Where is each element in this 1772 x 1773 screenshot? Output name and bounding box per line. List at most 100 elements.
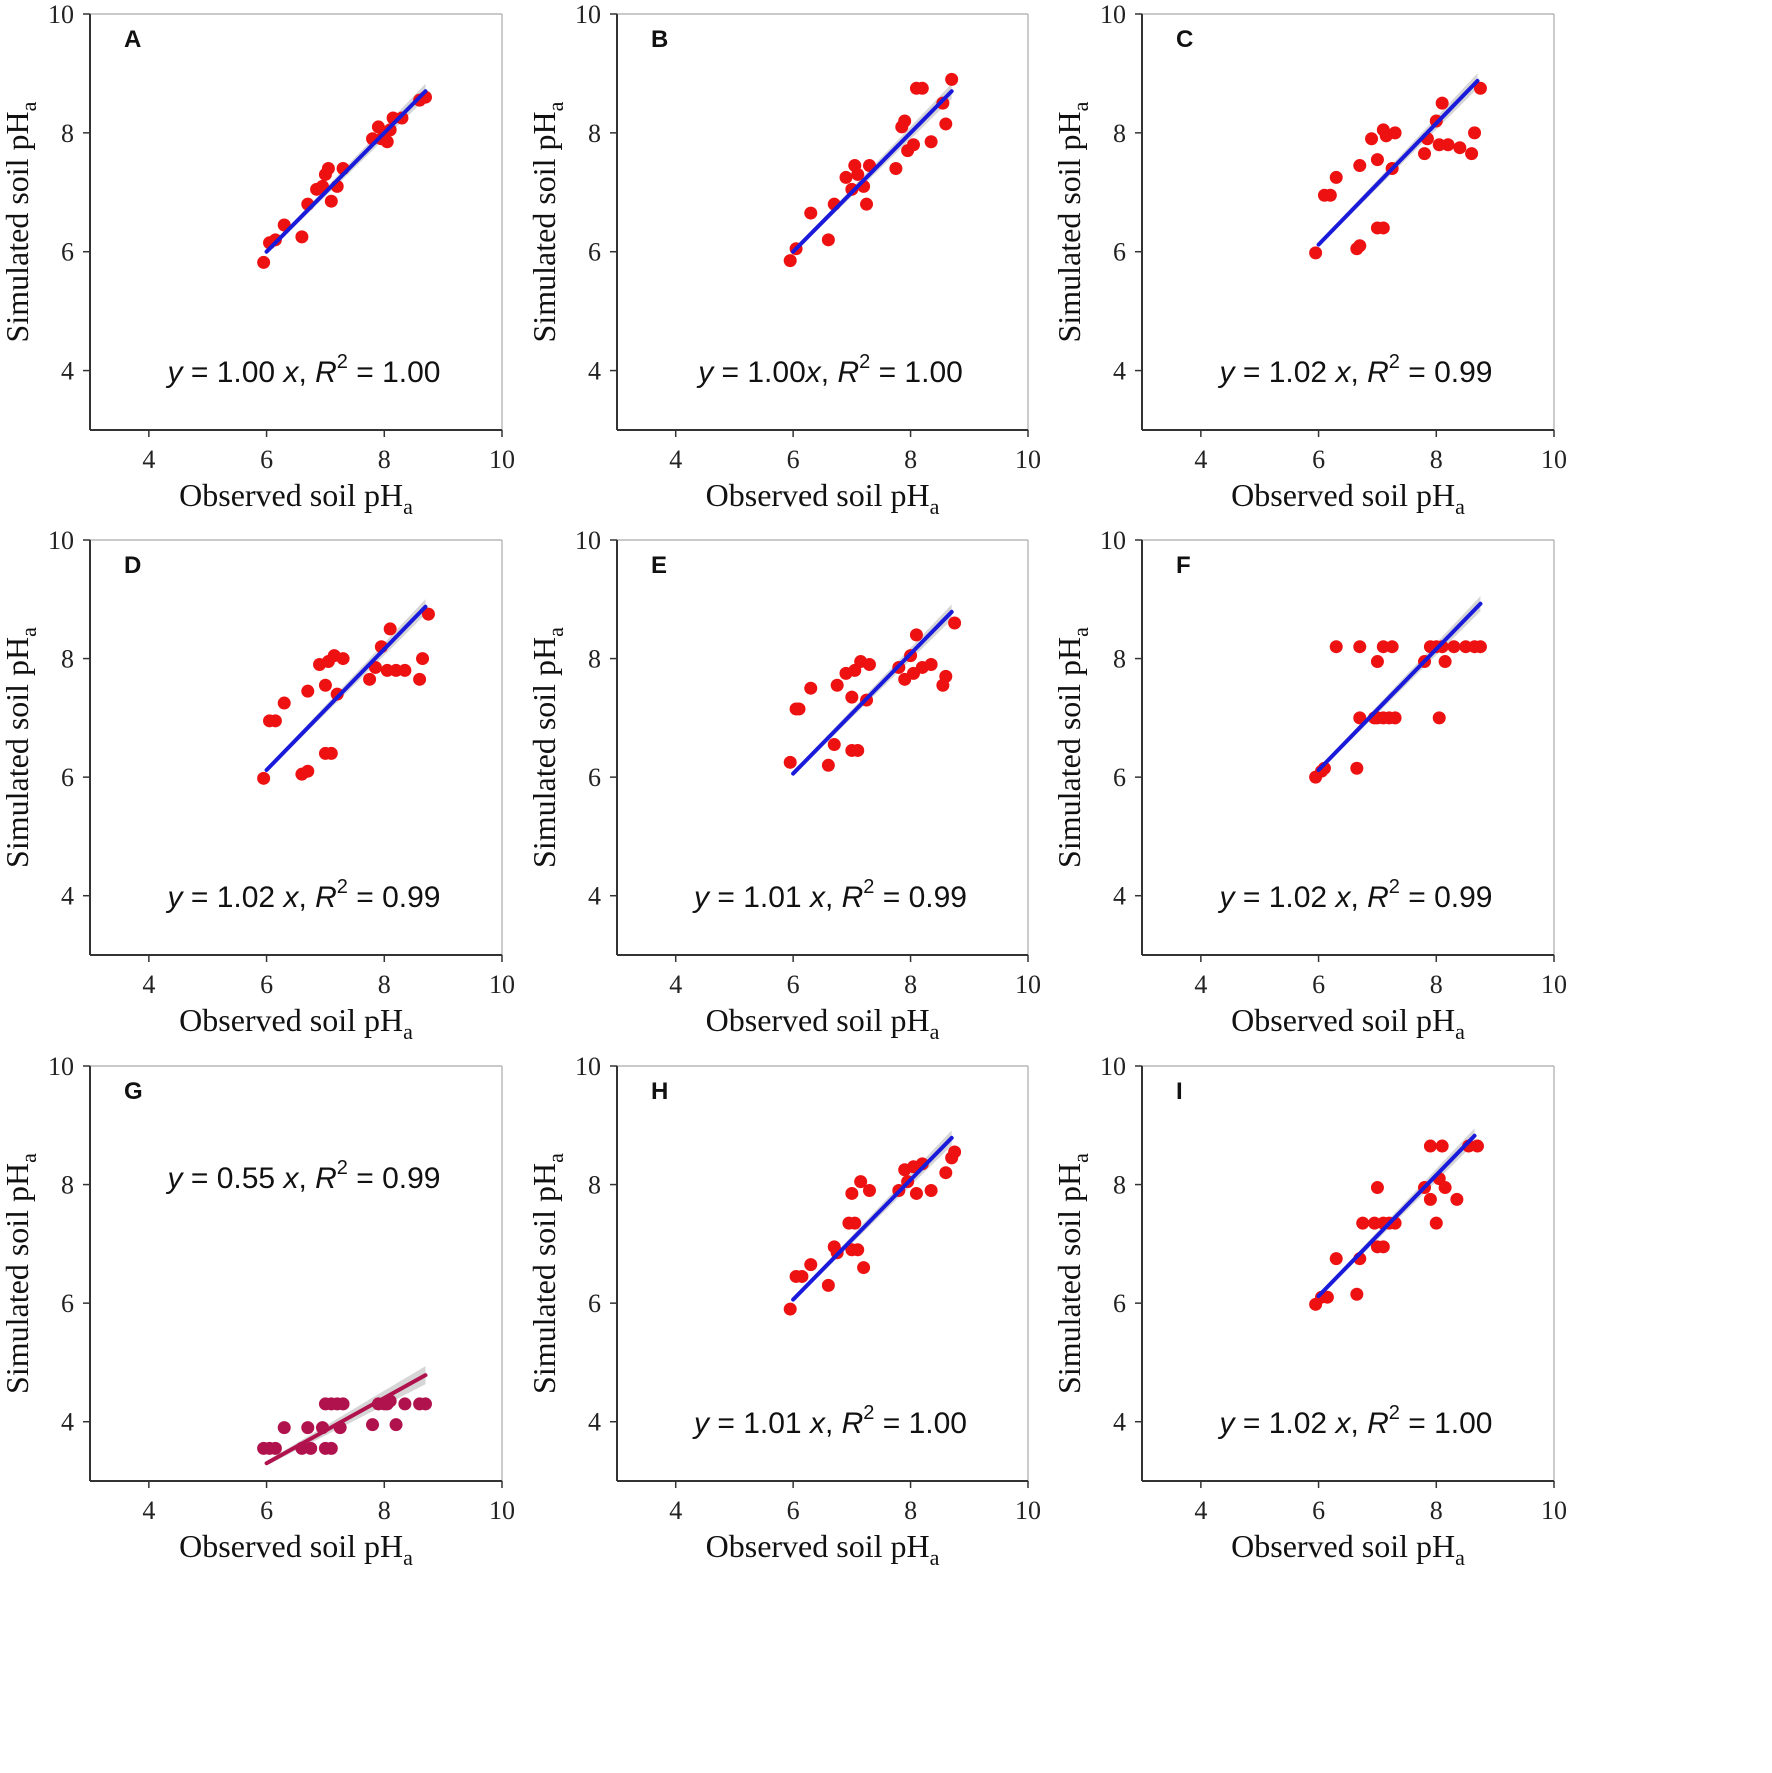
data-point [1441,138,1455,152]
data-point [939,117,953,131]
x-tick-label: 8 [904,1496,917,1525]
x-tick-label: 6 [1312,970,1325,999]
x-axis-label-subscript: a [403,494,413,519]
eq-x: x [808,881,826,914]
eq-slope: = 1.02 [1235,1407,1336,1440]
eq-r-superscript: 2 [1389,876,1400,898]
eq-x: x [281,881,299,914]
eq-slope: = 1.01 [709,881,810,914]
data-point [268,233,282,247]
regression-line [1316,601,1483,773]
y-axis-label: Simulated soil pHa [0,101,41,342]
eq-y: y [1218,1407,1237,1440]
data-point [363,672,377,686]
data-point [948,1145,962,1159]
y-axis-label: Simulated soil pHa [1051,1153,1093,1394]
panel-letter: F [1176,552,1191,579]
eq-r2-value: = 1.00 [1400,1407,1493,1440]
eq-r2-value: = 0.99 [348,881,441,914]
data-point [845,182,859,196]
y-axis-label-text: Simulated soil pH [0,637,35,868]
eq-y: y [166,1162,185,1195]
data-point [380,135,394,149]
data-point [1370,655,1384,669]
eq-y: y [692,1407,711,1440]
x-tick-label: 10 [1541,1496,1567,1525]
x-axis-label-subscript: a [1455,1019,1465,1044]
eq-comma: , [825,881,842,914]
eq-r-superscript: 2 [1389,1402,1400,1424]
y-tick-label: 6 [1113,1289,1126,1318]
x-tick-label: 8 [904,970,917,999]
data-point [1438,1181,1452,1195]
y-axis-label-subscript: a [543,101,568,111]
x-axis-label-subscript: a [930,1545,940,1570]
y-tick-label: 10 [48,526,74,555]
eq-r: R [315,356,337,389]
x-tick-label: 8 [1430,970,1443,999]
data-point [268,1441,282,1455]
regression-line [1316,78,1480,247]
data-point [1353,711,1367,725]
y-tick-label: 4 [1113,357,1126,386]
y-axis-label: Simulated soil pHa [1051,101,1093,342]
x-tick-label: 10 [489,970,515,999]
eq-slope: = 1.02 [1235,881,1336,914]
y-axis-label-text: Simulated soil pH [526,111,562,342]
data-point [1329,170,1343,184]
x-axis-label-text: Observed soil pH [1231,477,1455,513]
x-tick-label: 8 [378,1496,391,1525]
x-tick-label: 6 [787,1496,800,1525]
x-tick-label: 6 [787,970,800,999]
y-tick-label: 8 [1113,119,1126,148]
y-axis-label-text: Simulated soil pH [1051,1163,1087,1394]
regression-line [264,89,428,254]
regression-equation: y = 1.02 x, R2 = 0.99 [1218,351,1493,389]
x-tick-label: 8 [378,970,391,999]
data-point [1370,153,1384,167]
data-point [1450,1192,1464,1206]
y-tick-label: 6 [61,238,74,267]
y-tick-label: 6 [1113,238,1126,267]
y-axis-label-text: Simulated soil pH [1051,111,1087,342]
x-tick-label: 4 [1194,445,1207,474]
data-point [301,764,315,778]
y-tick-label: 6 [61,1289,74,1318]
eq-slope: = 1.02 [1235,356,1336,389]
data-point [336,1397,350,1411]
data-point [1353,159,1367,173]
regression-equation: y = 1.01 x, R2 = 0.99 [692,876,967,914]
y-tick-label: 8 [588,645,601,674]
x-tick-label: 10 [489,445,515,474]
data-point [383,123,397,137]
x-axis-label: Observed soil pHa [706,477,940,519]
panel-letter: G [124,1078,143,1105]
x-axis-label: Observed soil pHa [706,1002,940,1044]
eq-r2-value: = 0.99 [874,881,967,914]
data-point [915,81,929,95]
data-point [1353,239,1367,253]
y-tick-label: 4 [61,357,74,386]
eq-x: x [281,356,299,389]
data-point [304,1441,318,1455]
data-point [924,135,938,149]
data-point [862,1184,876,1197]
data-point [804,206,818,220]
y-tick-label: 4 [1113,882,1126,911]
data-point [804,681,818,695]
y-axis-label-text: Simulated soil pH [526,637,562,868]
data-point [301,1421,315,1435]
x-tick-label: 6 [1312,1496,1325,1525]
y-axis-label-subscript: a [1068,1153,1093,1163]
x-axis-label-text: Observed soil pH [706,1528,930,1564]
data-point [295,230,309,244]
eq-r: R [315,881,337,914]
y-axis-label-subscript: a [1068,101,1093,111]
data-point [898,114,912,128]
data-point [1438,655,1452,669]
